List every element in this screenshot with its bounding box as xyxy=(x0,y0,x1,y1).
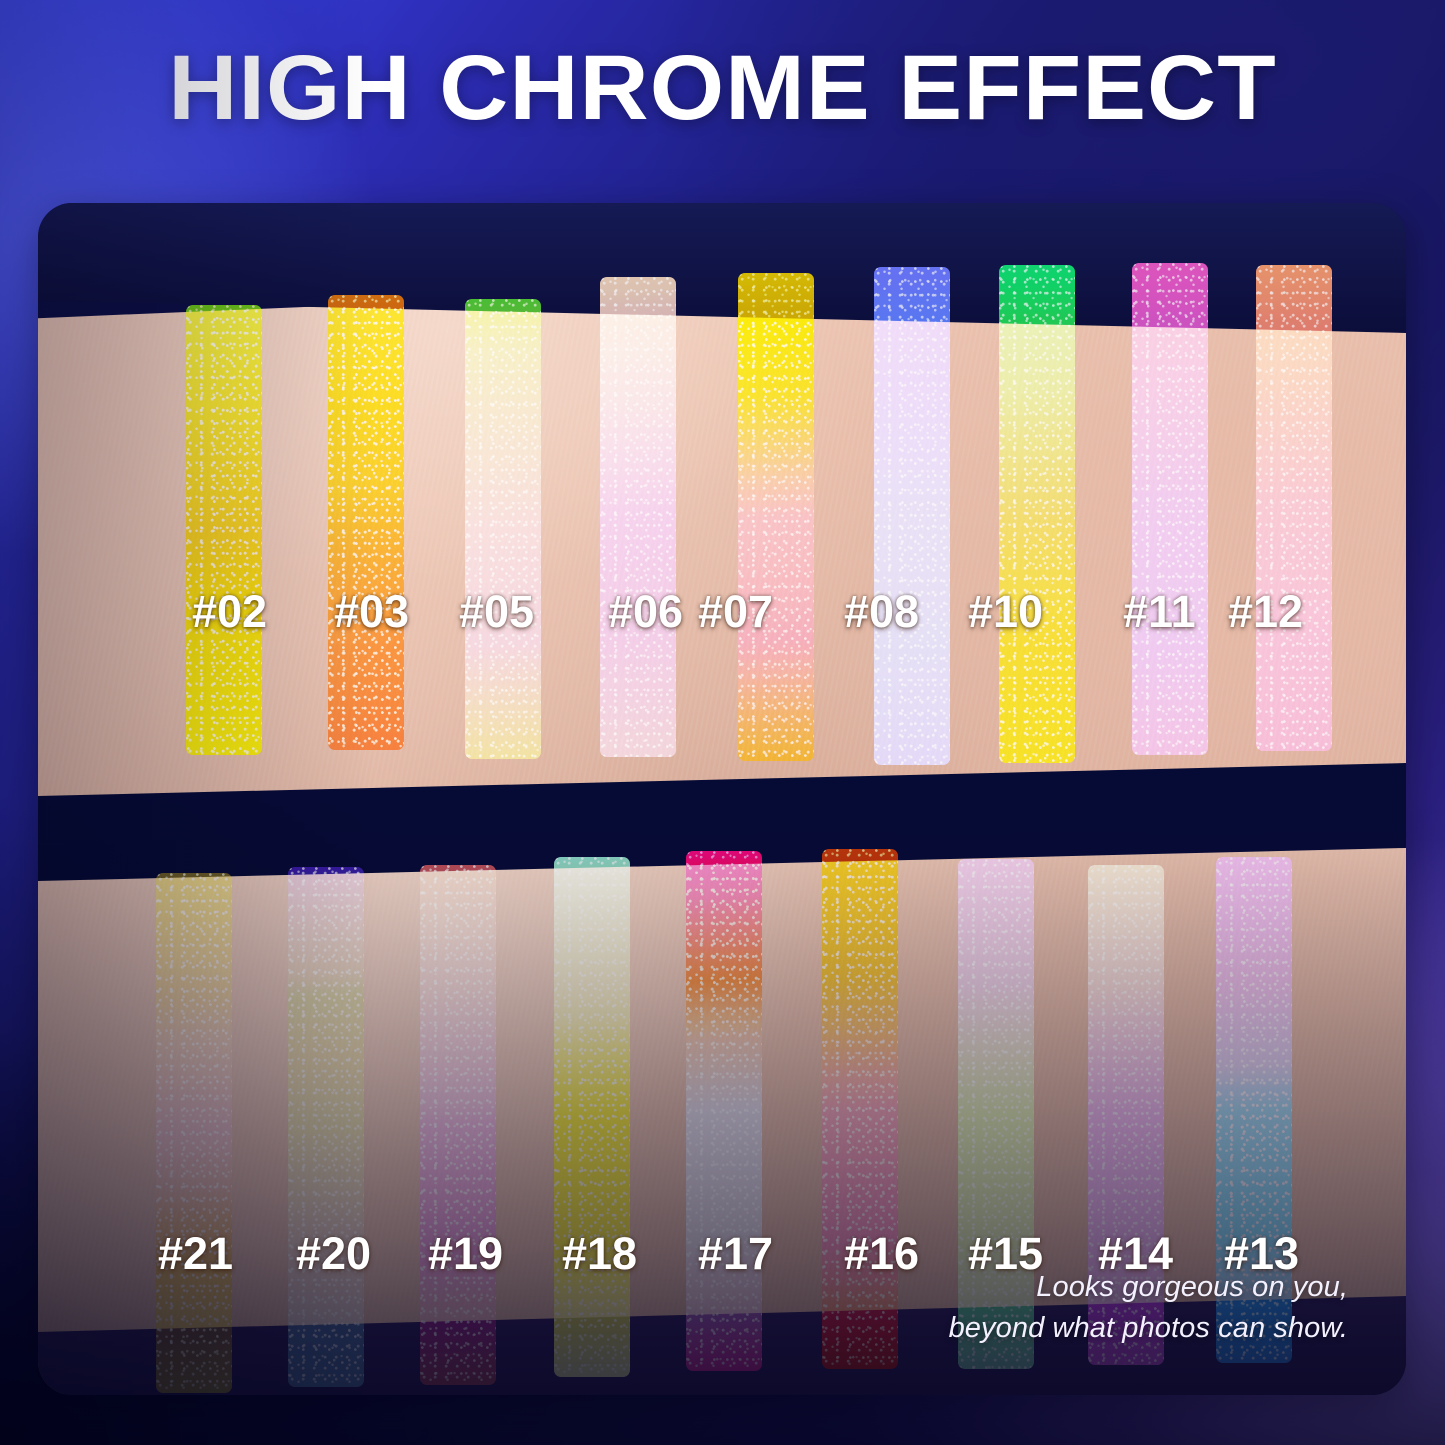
color-swatch xyxy=(822,849,898,1369)
color-swatch xyxy=(156,873,232,1393)
swatch-label: #11 xyxy=(1123,586,1196,637)
color-swatch xyxy=(328,295,404,750)
color-swatch xyxy=(874,267,950,765)
swatch-label: #08 xyxy=(844,586,920,637)
swatch-label: #05 xyxy=(459,586,535,637)
color-swatch xyxy=(186,305,262,755)
swatch-label: #17 xyxy=(698,1228,774,1279)
swatch-label: #06 xyxy=(608,586,684,637)
swatch-label: #18 xyxy=(562,1228,638,1279)
color-swatch xyxy=(288,867,364,1387)
swatch-label: #10 xyxy=(968,586,1044,637)
swatch-label: #02 xyxy=(192,586,268,637)
caption-line-1: Looks gorgeous on you, xyxy=(1036,1270,1348,1303)
color-swatch xyxy=(465,299,541,759)
swatch-label: #07 xyxy=(698,586,774,637)
swatch-label: #19 xyxy=(428,1228,504,1279)
swatch-photo-panel: #02 #03 #05 #06 #07 #08 #10 #11 #12 #21 #20 #19 #18… xyxy=(38,203,1406,1395)
color-swatch xyxy=(1256,265,1332,751)
color-swatch xyxy=(1132,263,1208,755)
color-swatch xyxy=(554,857,630,1377)
page-title: HIGH CHROME EFFECT xyxy=(168,37,1277,139)
swatch-label: #21 xyxy=(158,1228,234,1279)
color-swatch xyxy=(686,851,762,1371)
color-swatch xyxy=(600,277,676,757)
caption-text: Looks gorgeous on you, beyond what photo… xyxy=(949,1267,1348,1349)
swatch-label: #03 xyxy=(334,586,410,637)
color-swatch xyxy=(420,865,496,1385)
swatch-label: #20 xyxy=(296,1228,372,1279)
swatch-label: #12 xyxy=(1228,586,1304,637)
swatch-label: #16 xyxy=(844,1228,920,1279)
caption-line-2: beyond what photos can show. xyxy=(948,1311,1348,1344)
swatch-row-top: #02 #03 #05 #06 #07 #08 #10 #11 #12 xyxy=(38,263,1406,783)
color-swatch xyxy=(738,273,814,761)
color-swatch xyxy=(999,265,1075,763)
